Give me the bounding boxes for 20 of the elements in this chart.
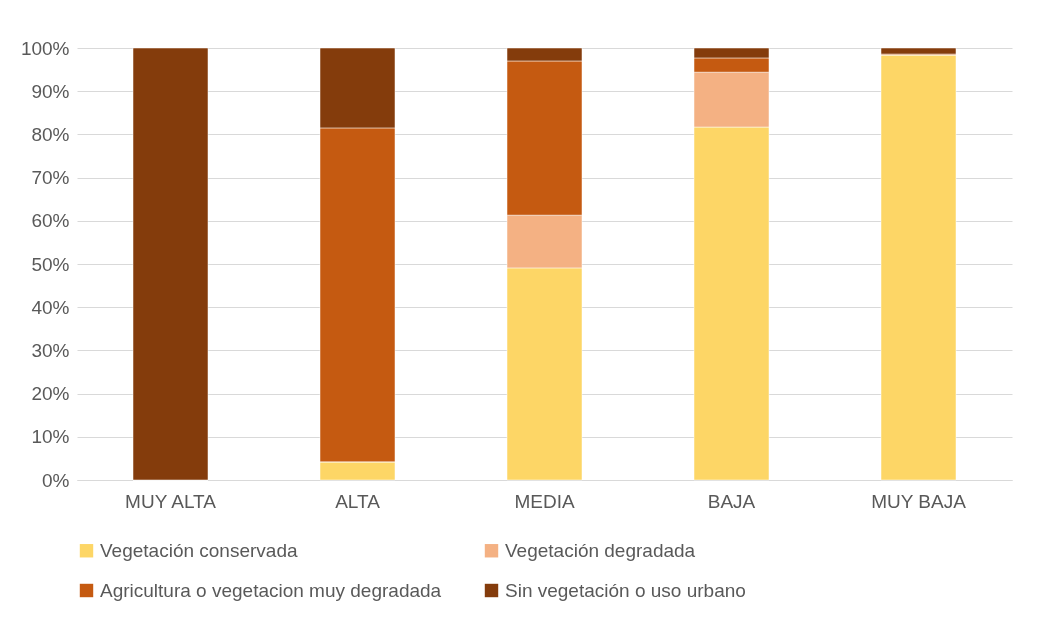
y-tick-label: 60%	[31, 210, 70, 232]
y-tick-label: 100%	[20, 37, 70, 59]
x-tick-label: MUY ALTA	[125, 490, 217, 512]
y-tick-label: 40%	[31, 296, 70, 318]
y-tick-label: 0%	[42, 469, 70, 491]
legend-label: Agricultura o vegetacion muy degradada	[100, 579, 442, 601]
y-tick-label: 30%	[31, 339, 70, 361]
x-tick-label: BAJA	[707, 490, 756, 512]
y-tick-label: 70%	[31, 167, 70, 189]
legend-label: Vegetación conservada	[100, 539, 298, 561]
y-tick-label: 90%	[31, 80, 70, 102]
legend-label: Sin vegetación o uso urbano	[505, 579, 746, 601]
x-tick-label: MEDIA	[514, 490, 575, 512]
y-tick-label: 80%	[31, 123, 70, 145]
x-tick-label: ALTA	[335, 490, 381, 512]
y-tick-label: 20%	[31, 383, 70, 405]
y-tick-label: 50%	[31, 253, 70, 275]
legend-label: Vegetación degradada	[505, 539, 696, 561]
y-tick-label: 10%	[31, 426, 70, 448]
x-tick-label: MUY BAJA	[871, 490, 967, 512]
